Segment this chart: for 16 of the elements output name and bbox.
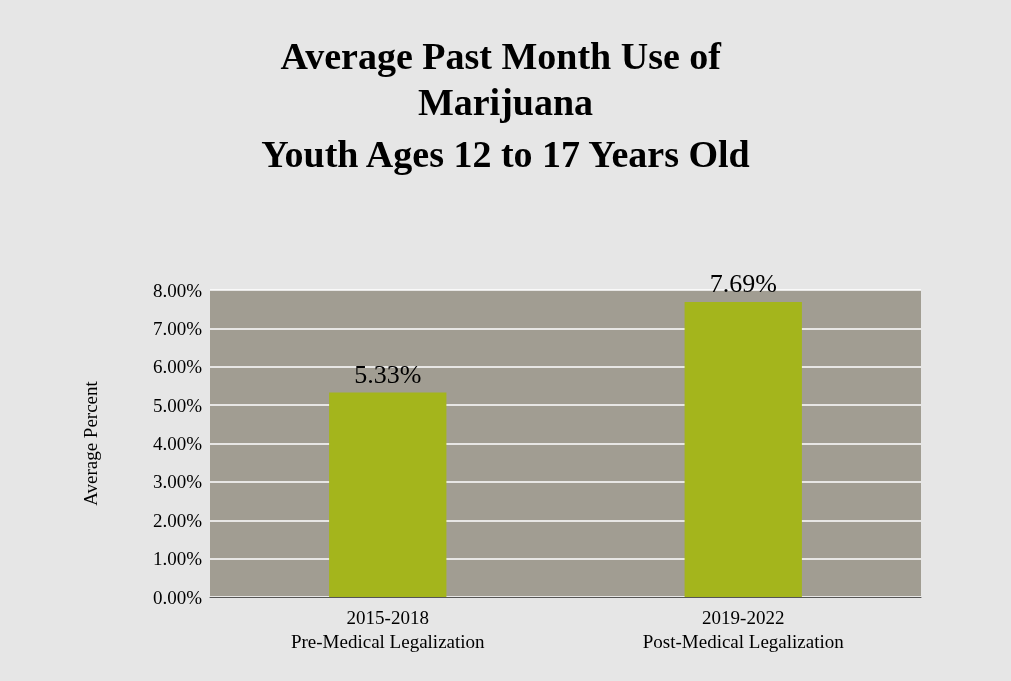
y-tick-label: 4.00% — [152, 433, 203, 454]
y-tick-label: 1.00% — [152, 548, 203, 570]
x-tick-label: 2019-2022 Post-Medical Legalization — [642, 606, 845, 652]
y-tick-label: 7.00% — [152, 317, 203, 339]
y-tick-label: 6.00% — [152, 356, 203, 378]
y-tick-label: 8.00% — [152, 279, 203, 301]
y-tick-label: 0.00% — [152, 586, 203, 608]
y-tick-label: 3.00% — [152, 471, 203, 493]
x-tick-label: 2015-2018 Pre-Medical Legalization — [290, 606, 486, 652]
y-tick-label: 5.00% — [152, 394, 203, 416]
data-label: 5.33% — [354, 359, 422, 389]
y-tick-label: 2.00% — [152, 509, 203, 531]
y-axis-title: Average Percent — [80, 380, 101, 506]
data-label: 7.69% — [709, 269, 777, 299]
chart-title: Average Past Month Use of Marijuana — [280, 35, 731, 123]
chart-subtitle: Youth Ages 12 to 17 Years Old — [261, 133, 750, 175]
